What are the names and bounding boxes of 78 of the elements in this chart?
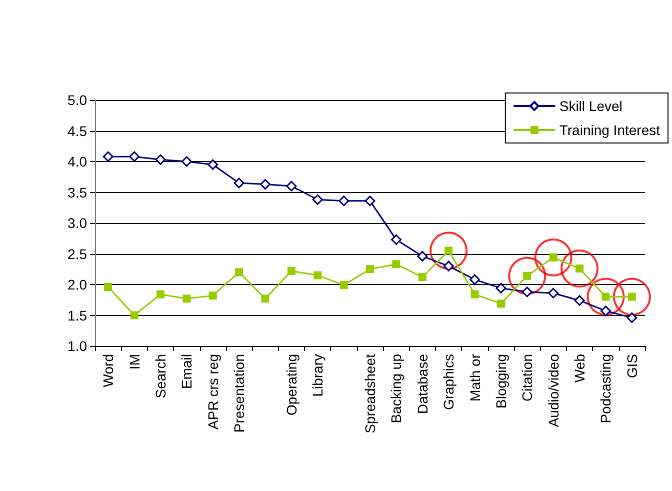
point [260, 179, 270, 190]
x-tick-label: Presentation [231, 354, 248, 433]
x-tick-label: Spreadsheet [362, 354, 378, 434]
point [576, 264, 584, 273]
x-tick-label: Database [414, 354, 430, 414]
y-tick-label: 4.5 [68, 122, 88, 139]
point [261, 294, 270, 303]
point [470, 274, 480, 285]
x-tick-label: APR crs reg [204, 354, 221, 430]
point [102, 151, 114, 162]
point [548, 288, 559, 298]
point [586, 278, 625, 316]
x-tick-label: GIS [624, 354, 640, 378]
point [182, 294, 191, 303]
point [130, 311, 138, 320]
point [496, 300, 505, 308]
point [470, 290, 479, 298]
point [156, 290, 164, 298]
y-tick-label: 1.5 [68, 307, 88, 324]
x-tick-label: Graphics [440, 354, 457, 410]
point [314, 271, 322, 280]
point [208, 159, 218, 170]
point [234, 178, 244, 188]
point [287, 266, 296, 275]
y-tick-label: 1.0 [68, 338, 88, 354]
point [508, 256, 546, 295]
point [286, 180, 297, 192]
x-tick-label: Email [178, 354, 195, 390]
y-tick-label: 2.5 [68, 246, 88, 262]
point [235, 268, 244, 276]
point [602, 292, 610, 301]
point [443, 260, 454, 272]
point [155, 154, 166, 165]
point [208, 292, 217, 300]
point [392, 260, 400, 268]
x-tick-label: Podcasting [598, 354, 614, 424]
point [430, 232, 468, 270]
point [338, 196, 350, 206]
x-tick-label: Citation [519, 354, 536, 402]
point [181, 156, 192, 167]
x-tick-label: IM [126, 354, 142, 370]
point [523, 272, 532, 280]
y-tick-label: 2.0 [68, 276, 88, 292]
point [104, 282, 112, 291]
x-tick-label: Operating [283, 354, 300, 416]
y-tick-label: 3.0 [68, 215, 88, 231]
point [628, 292, 636, 301]
point [340, 281, 348, 290]
point [418, 273, 426, 282]
x-tick-label: Web [572, 354, 588, 383]
point [522, 286, 532, 298]
point [560, 250, 599, 288]
point [364, 196, 376, 206]
x-tick-label: Blogging [492, 354, 509, 408]
point [417, 250, 428, 262]
x-tick-label: Search [152, 354, 168, 398]
point [366, 265, 374, 274]
point [444, 246, 453, 255]
y-tick-label: 5.0 [68, 92, 88, 108]
point [612, 278, 651, 316]
point [600, 306, 611, 316]
point [534, 238, 572, 276]
point [496, 282, 506, 294]
x-tick-label: Math or [466, 354, 483, 402]
x-tick-label: Audio/video [545, 354, 562, 428]
point [390, 234, 402, 245]
x-tick-label: Word [100, 354, 116, 388]
point [626, 312, 638, 323]
x-tick-label: Library [310, 354, 326, 397]
y-tick-label: 3.5 [68, 184, 88, 200]
y-tick-label: 4.0 [68, 154, 88, 170]
point [312, 194, 323, 205]
legend-label: Training Interest [559, 122, 660, 138]
x-tick-label: Backing up [388, 354, 404, 424]
point [574, 295, 585, 306]
point [129, 151, 140, 162]
point [549, 253, 558, 262]
legend-label: Skill Level [559, 98, 622, 114]
